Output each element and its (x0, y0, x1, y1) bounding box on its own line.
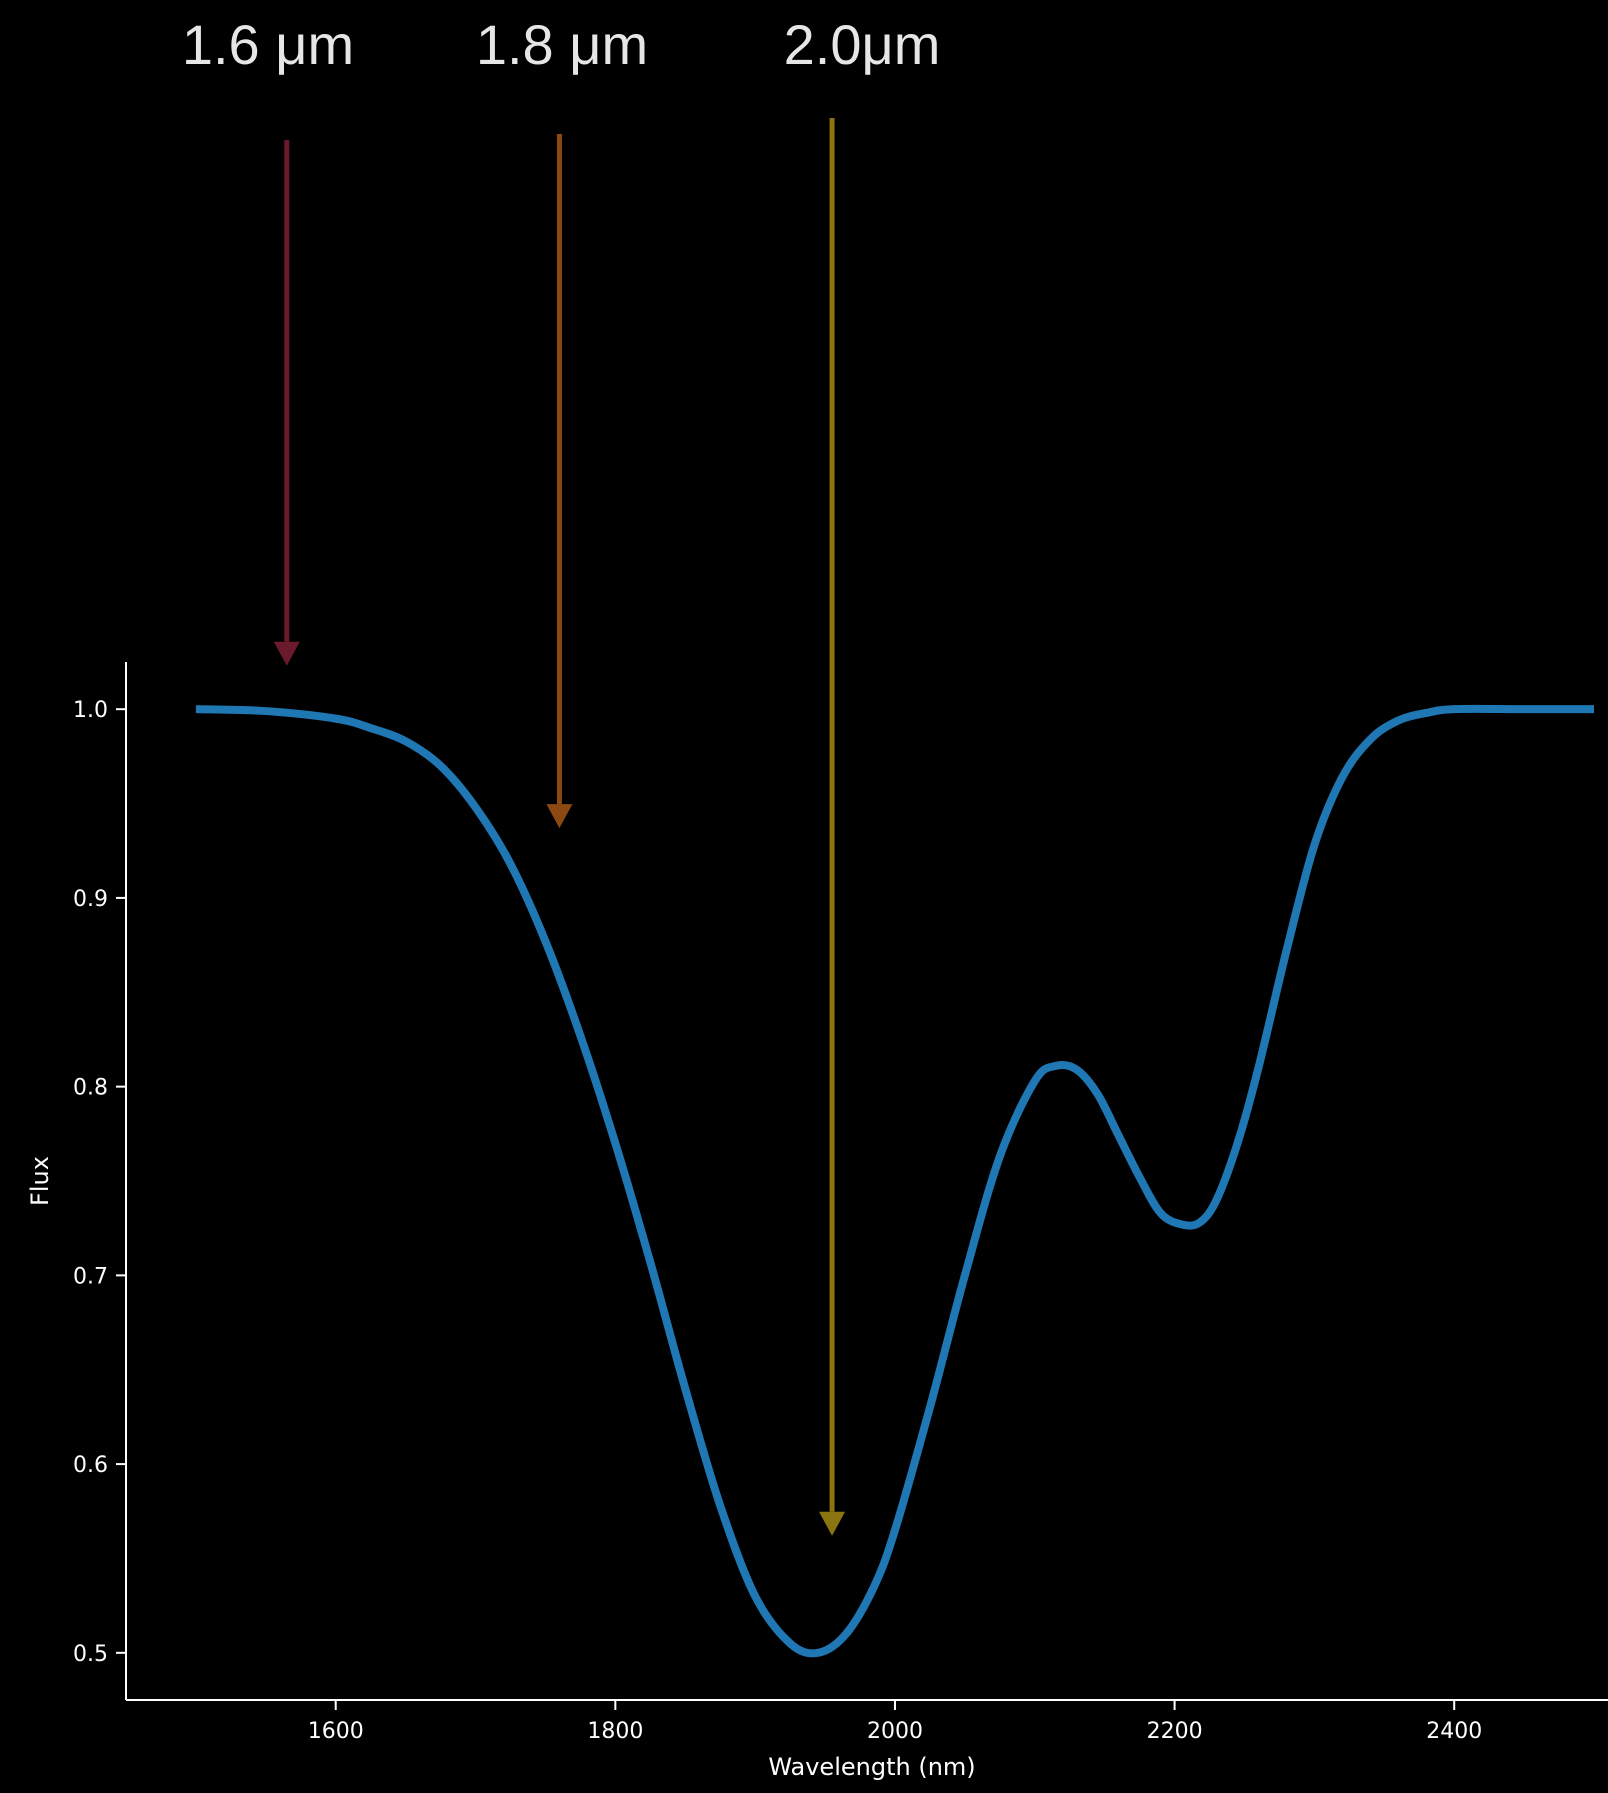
x-axis-label: Wavelength (nm) (768, 1753, 975, 1781)
flux-series-line (195, 704, 1595, 1658)
annotation-label: 1.8 μm (476, 13, 648, 76)
annotation-label: 2.0μm (784, 13, 941, 76)
x-tick-label: 1800 (587, 1719, 643, 1744)
y-tick-label: 0.5 (73, 1642, 108, 1667)
ticks: 1600 1800 2000 2200 2400 0.5 0.6 0.7 0.8 0.9 1.0 (73, 698, 1482, 1744)
annotations: 1.6 μm 1.8 μm 2.0μm (182, 13, 941, 1536)
annotation-arrow-head (819, 1511, 846, 1536)
x-tick-label: 2000 (867, 1719, 923, 1744)
series-layer (195, 704, 1595, 1658)
annotation-arrow-head (273, 641, 300, 666)
y-tick-label: 0.9 (73, 887, 108, 912)
annotation-arrow-head (546, 804, 573, 829)
x-tick-label: 2200 (1147, 1719, 1203, 1744)
y-tick-label: 0.7 (73, 1264, 108, 1289)
y-axis-label: Flux (26, 1156, 54, 1206)
x-tick-label: 1600 (308, 1719, 364, 1744)
x-tick-label: 2400 (1426, 1719, 1482, 1744)
y-tick-label: 0.8 (73, 1076, 108, 1101)
y-tick-label: 0.6 (73, 1453, 108, 1478)
annotation-label: 1.6 μm (182, 13, 354, 76)
y-tick-label: 1.0 (73, 698, 108, 723)
axes (125, 662, 1608, 1701)
